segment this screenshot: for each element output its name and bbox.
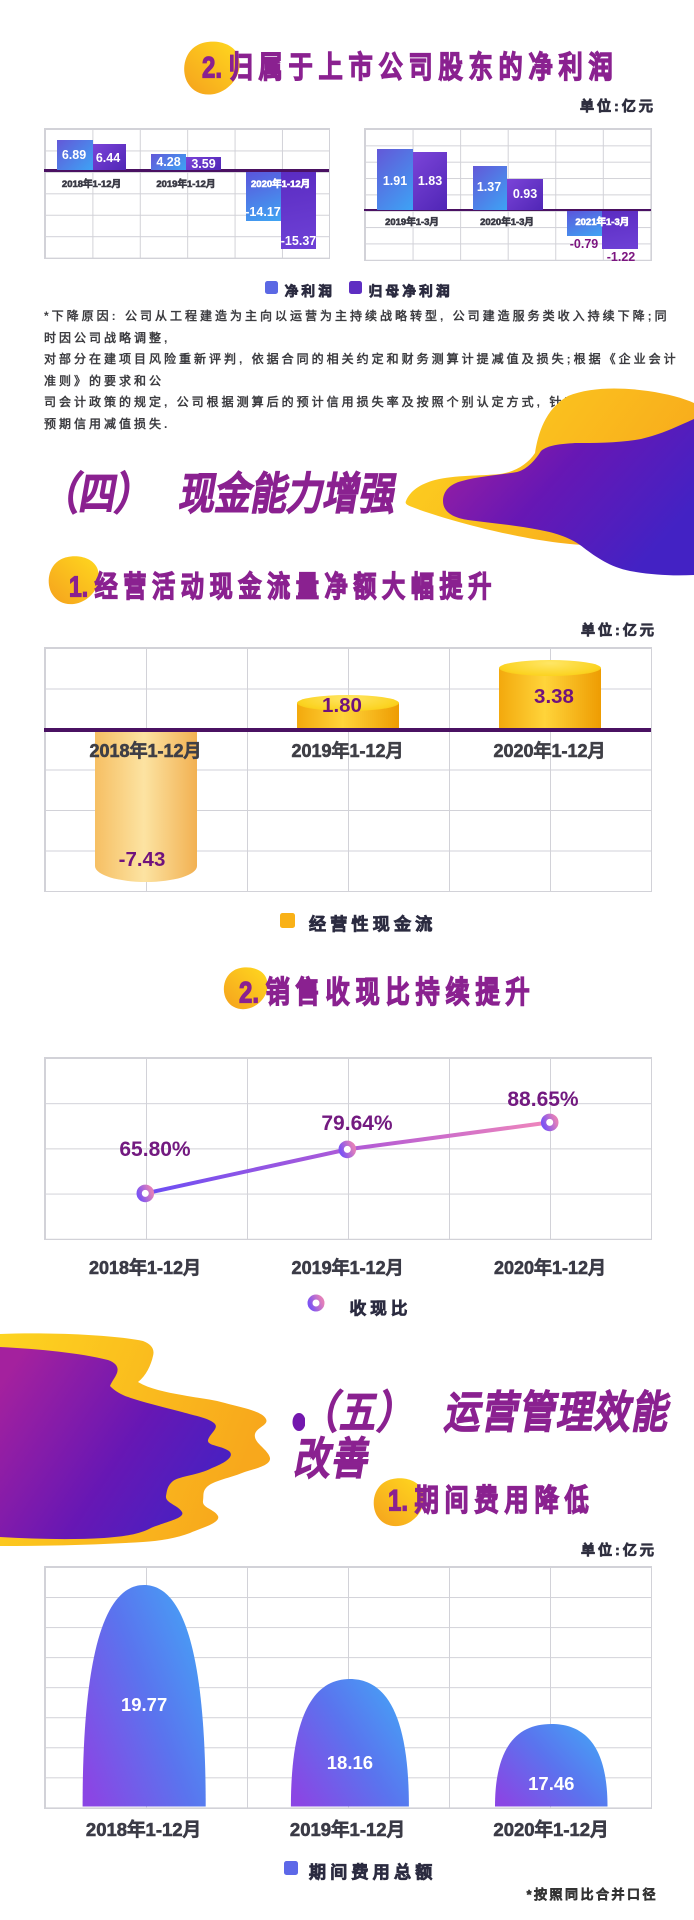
svg-text:18.16: 18.16	[326, 1752, 372, 1773]
svg-text:17.46: 17.46	[528, 1773, 574, 1794]
svg-text:19.77: 19.77	[120, 1694, 166, 1715]
